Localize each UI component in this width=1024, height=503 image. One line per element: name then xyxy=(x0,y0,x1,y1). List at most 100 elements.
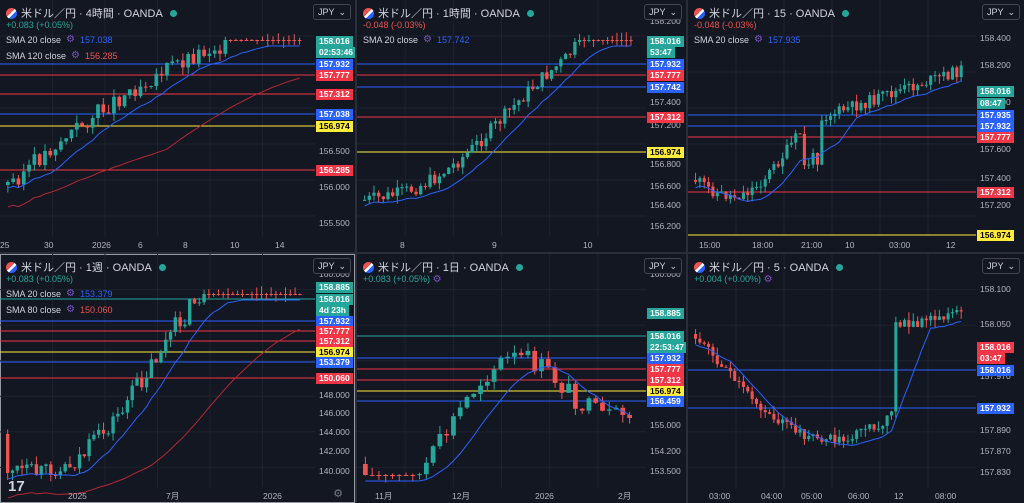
price-tick-label: 157.870 xyxy=(980,446,1011,456)
candle-body xyxy=(464,396,470,408)
candle-body xyxy=(911,321,915,327)
chart-canvas[interactable]: 160.000 155.000 154.200 153.500 11月 12月 2026 2月 xyxy=(357,254,686,503)
chart-header[interactable]: 米ドル／円 · 1週 · OANDA xyxy=(6,259,166,275)
chart-panel-5m[interactable]: 158.100 158.050 157.970 157.890 157.870 157.8… xyxy=(688,254,1024,503)
candle-body xyxy=(245,294,249,295)
chart-panel-15m[interactable]: 158.400158.200157.400157.200157.600157.4… xyxy=(688,0,1024,252)
candle-body xyxy=(414,191,418,195)
currency-select[interactable]: JPY ⌄ xyxy=(644,4,682,20)
indicator-settings-icon[interactable]: ⚙ xyxy=(66,288,75,299)
symbol-title[interactable]: 米ドル／円 · 5 · OANDA xyxy=(709,262,829,274)
candle-body xyxy=(188,299,192,325)
candle-body xyxy=(264,294,269,295)
chart-header[interactable]: 米ドル／円 · 15 · OANDA xyxy=(694,5,849,21)
candle-body xyxy=(143,86,148,88)
indicator-value: 156.285 xyxy=(85,50,118,61)
currency-select[interactable]: JPY ⌄ xyxy=(982,4,1020,20)
symbol-title[interactable]: 米ドル／円 · 1時間 · OANDA xyxy=(378,8,520,20)
candle-body xyxy=(824,119,828,121)
candle-body xyxy=(149,86,153,88)
candle-body xyxy=(539,359,544,372)
currency-select[interactable]: JPY ⌄ xyxy=(644,258,682,274)
candle-body xyxy=(419,186,423,195)
price-tag: 02:53:46 xyxy=(316,47,355,58)
candle-body xyxy=(924,318,928,321)
chart-canvas[interactable]: 160.000 148.000 146.000 144.000 142.000 140.0… xyxy=(0,254,355,503)
settings-icon[interactable]: ⚙ xyxy=(432,274,442,285)
chart-panel-4h[interactable]: 157.500156.500156.000155.500253020266810… xyxy=(0,0,355,252)
candle-body xyxy=(768,170,772,180)
indicator-legend[interactable]: SMA 20 close ⚙ 153.379 xyxy=(6,288,113,299)
sma-line-red xyxy=(7,77,300,208)
candle-body xyxy=(573,383,578,409)
symbol-title[interactable]: 米ドル／円 · 1週 · OANDA xyxy=(21,262,152,274)
candle-body xyxy=(933,315,937,320)
candle-body xyxy=(212,50,217,54)
candle-body xyxy=(191,53,196,64)
indicator-legend[interactable]: SMA 80 close ⚙ 150.060 xyxy=(6,304,113,315)
time-tick-label: 14 xyxy=(275,240,285,250)
time-tick-label: 12 xyxy=(946,240,956,250)
price-change: +0.004 (+0.00%) ⚙ xyxy=(694,274,773,285)
candle-body xyxy=(32,154,37,165)
chart-settings-icon[interactable]: ⚙ xyxy=(333,488,343,500)
indicator-settings-icon[interactable]: ⚙ xyxy=(71,50,81,61)
chart-panel-1h[interactable]: 158.200 157.400 157.200 156.800 156.600 156.4… xyxy=(357,0,686,252)
chart-canvas[interactable]: 157.500156.500156.000155.500253020266810… xyxy=(0,0,355,252)
price-tick-label: 157.600 xyxy=(980,144,1011,154)
indicator-legend[interactable]: SMA 120 close ⚙ 156.285 xyxy=(6,50,118,61)
candle-body xyxy=(403,475,409,476)
indicator-legend[interactable]: SMA 20 close ⚙ 157.935 xyxy=(694,34,801,45)
candle-body xyxy=(211,294,216,295)
price-tick-label: 160.000 xyxy=(319,269,350,279)
candle-body xyxy=(461,157,465,168)
candle-body xyxy=(532,350,538,372)
indicator-legend[interactable]: SMA 20 close ⚙ 157.742 xyxy=(363,34,470,45)
price-tag: 157.312 xyxy=(316,336,353,347)
candle-body xyxy=(694,180,698,182)
currency-select[interactable]: JPY ⌄ xyxy=(313,258,351,274)
candle-body xyxy=(763,179,767,187)
chart-header[interactable]: 米ドル／円 · 1時間 · OANDA xyxy=(363,5,534,21)
currency-label: JPY xyxy=(987,7,1004,17)
symbol-title[interactable]: 米ドル／円 · 1日 · OANDA xyxy=(378,262,509,274)
indicator-settings-icon[interactable]: ⚙ xyxy=(66,34,75,45)
candle-body xyxy=(559,59,563,67)
candle-body xyxy=(929,315,933,321)
chart-panel-1w[interactable]: 160.000 148.000 146.000 144.000 142.000 140.0… xyxy=(0,254,355,503)
candle-body xyxy=(90,118,95,128)
candle-body xyxy=(754,398,759,404)
indicator-settings-icon[interactable]: ⚙ xyxy=(754,34,763,45)
chevron-down-icon: ⌄ xyxy=(338,6,346,17)
candle-body xyxy=(265,40,270,41)
candle-body xyxy=(85,125,90,128)
candle-body xyxy=(34,464,39,475)
candle-body xyxy=(889,91,894,98)
candle-body xyxy=(223,40,228,54)
time-tick-label: 06:00 xyxy=(848,491,870,501)
chart-header[interactable]: 米ドル／円 · 1日 · OANDA xyxy=(363,259,523,275)
chevron-down-icon: ⌄ xyxy=(1007,260,1015,271)
tradingview-logo[interactable]: 17 xyxy=(8,478,25,495)
symbol-title[interactable]: 米ドル／円 · 4時間 · OANDA xyxy=(21,8,163,20)
symbol-title[interactable]: 米ドル／円 · 15 · OANDA xyxy=(709,8,835,20)
chart-header[interactable]: 米ドル／円 · 5 · OANDA xyxy=(694,259,843,275)
time-tick-label: 30 xyxy=(44,240,54,250)
candle-body xyxy=(526,86,530,102)
time-tick-label: 2026 xyxy=(263,491,282,501)
chart-panel-1d[interactable]: 160.000 155.000 154.200 153.500 11月 12月 2026 2月… xyxy=(357,254,686,503)
currency-select[interactable]: JPY ⌄ xyxy=(982,258,1020,274)
candle-body xyxy=(293,294,297,295)
indicator-settings-icon[interactable]: ⚙ xyxy=(66,304,75,315)
chart-canvas[interactable]: 158.100 158.050 157.970 157.890 157.870 157.8… xyxy=(688,254,1024,503)
candle-body xyxy=(720,364,724,367)
indicator-legend[interactable]: SMA 20 close ⚙ 157.038 xyxy=(6,34,113,45)
time-tick-label: 2025 xyxy=(68,491,87,501)
settings-icon[interactable]: ⚙ xyxy=(763,274,773,285)
indicator-settings-icon[interactable]: ⚙ xyxy=(423,34,432,45)
chart-header[interactable]: 米ドル／円 · 4時間 · OANDA xyxy=(6,5,177,21)
candle-body xyxy=(876,428,880,430)
chart-canvas[interactable]: 158.200 157.400 157.200 156.800 156.600 156.4… xyxy=(357,0,686,252)
price-tag: 157.312 xyxy=(647,112,684,123)
currency-select[interactable]: JPY ⌄ xyxy=(313,4,351,20)
